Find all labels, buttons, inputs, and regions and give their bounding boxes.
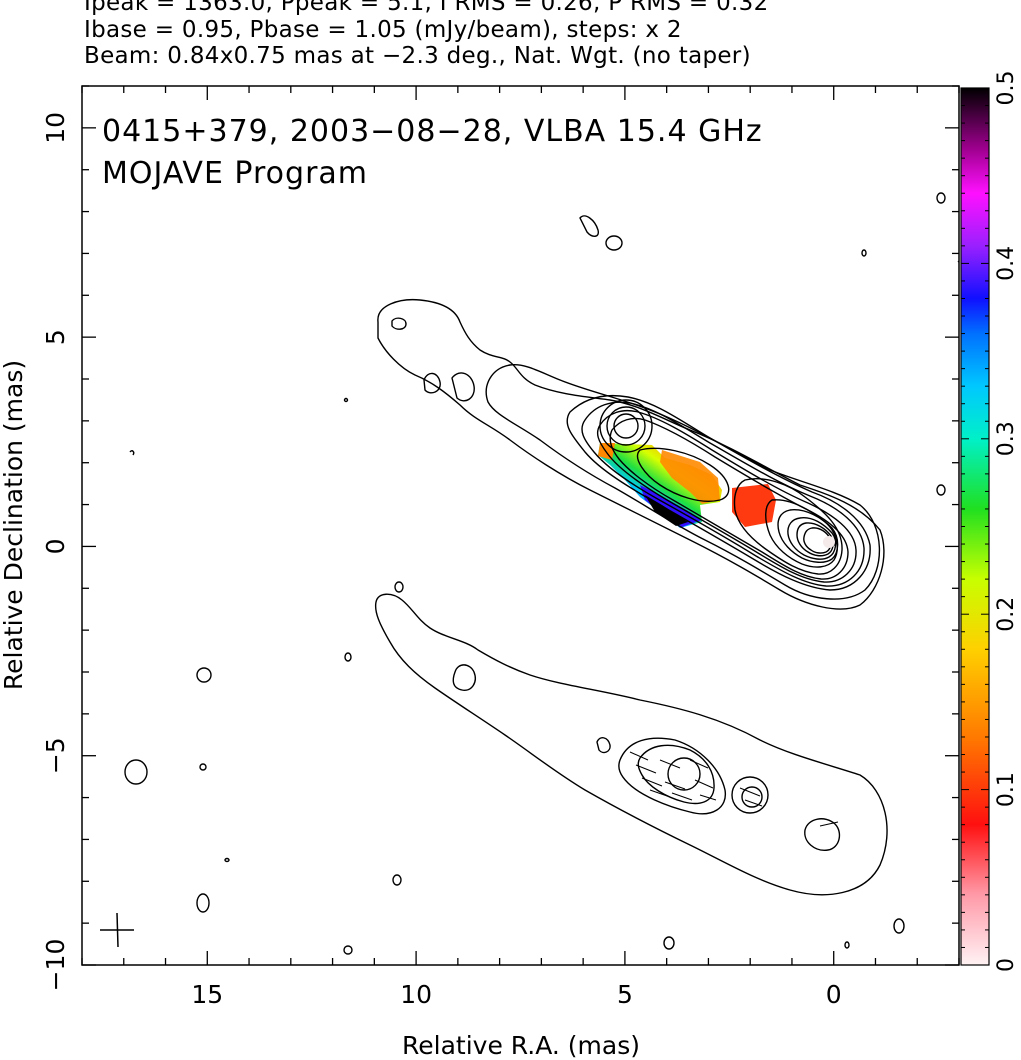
x-axis-label: Relative R.A. (mas)	[402, 1031, 640, 1060]
y-tick-label: −5	[41, 737, 70, 774]
map-layer	[100, 192, 959, 955]
jet-contours	[377, 298, 885, 610]
colorbar-ticks	[961, 87, 989, 966]
header-base-levels: Ibase = 0.95, Pbase = 1.05 (mJy/beam), s…	[84, 17, 682, 43]
axis-tick-labels: 15 10 5 0 10 5 0 −5 −10	[41, 112, 842, 1009]
colorbar-tick-label: 0	[994, 958, 1019, 972]
y-tick-label: 10	[41, 112, 70, 144]
x-tick-label: 5	[617, 980, 633, 1009]
axis-ticks	[81, 85, 960, 966]
y-tick-label: −10	[41, 939, 70, 992]
plot-title: 0415+379, 2003−08−28, VLBA 15.4 GHz	[102, 114, 763, 149]
colorbar-tick-label: 0.1	[994, 772, 1019, 807]
noise-contours	[124, 192, 959, 955]
colorbar-tick-label: 0.5	[994, 71, 1019, 106]
beam-cross	[100, 912, 134, 948]
y-tick-label: 5	[41, 329, 70, 345]
x-tick-label: 15	[191, 980, 223, 1009]
header-beam-info: Beam: 0.84x0.75 mas at −2.3 deg., Nat. W…	[84, 43, 751, 69]
header-peak-stats: Ipeak = 1363.0, Ppeak = 5.1, I RMS = 0.2…	[84, 0, 769, 16]
y-axis-label: Relative Declination (mas)	[0, 360, 28, 690]
colorbar	[961, 88, 989, 965]
colorbar-tick-label: 0.4	[994, 246, 1019, 281]
colorbar-tick-label: 0.2	[994, 597, 1019, 632]
x-tick-label: 0	[826, 980, 842, 1009]
x-tick-label: 10	[400, 980, 432, 1009]
counterjet-contours	[374, 593, 888, 896]
colorbar-tick-label: 0.3	[994, 421, 1019, 456]
plot-frame	[81, 85, 960, 966]
colorbar-tick-labels: 0 0.1 0.2 0.3 0.4 0.5	[994, 71, 1019, 973]
plot-subtitle: MOJAVE Program	[102, 156, 368, 191]
polarization-vectors	[629, 751, 839, 827]
y-tick-label: 0	[41, 538, 70, 554]
